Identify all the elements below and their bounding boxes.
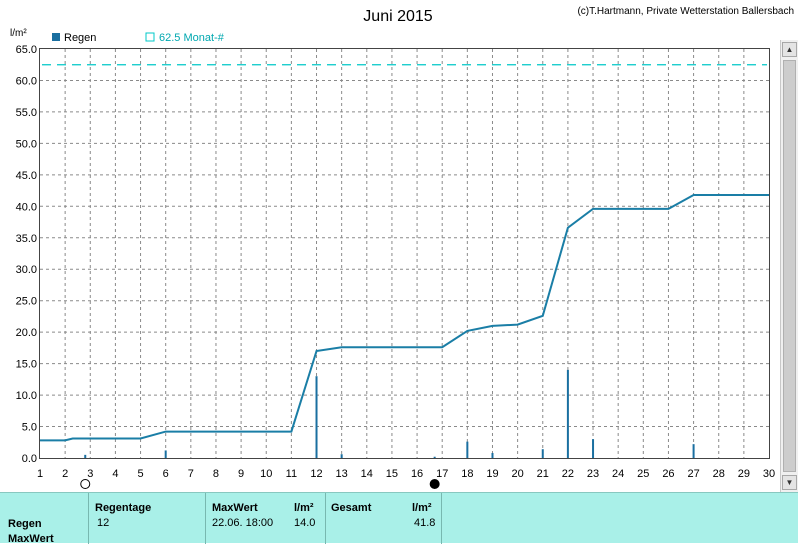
legend-swatch-reference — [145, 32, 155, 42]
scroll-up-icon[interactable]: ▲ — [782, 42, 797, 57]
y-tick-label: 5.0 — [22, 422, 37, 434]
x-tick-label: 8 — [213, 468, 219, 480]
y-tick-label: 45.0 — [16, 170, 37, 182]
rain-bar — [692, 444, 695, 458]
maxwert-value: 14.0 — [294, 517, 316, 529]
y-axis-ticks: 0.0 5.0 10.0 15.0 20.0 25.0 30.0 35.0 40.0 45.0 50… — [16, 44, 37, 465]
chart-title: Juni 2015 — [363, 8, 432, 25]
x-tick-label: 6 — [163, 468, 169, 480]
rain-bar — [84, 454, 87, 458]
rain-bars — [84, 369, 695, 458]
x-tick-label: 25 — [637, 468, 649, 480]
y-tick-label: 10.0 — [16, 390, 37, 402]
x-tick-label: 28 — [713, 468, 725, 480]
gesamt-unit: l/m² — [412, 502, 432, 514]
regentage-value: 12 — [97, 517, 110, 529]
x-tick-label: 17 — [436, 468, 448, 480]
x-tick-label: 20 — [511, 468, 523, 480]
rain-bar — [164, 450, 167, 458]
x-axis-ticks: 1 2 3 4 5 6 7 8 9 10 11 12 13 14 15 16 17 18 19 20 21 22 23 24 2… — [37, 468, 775, 480]
x-tick-label: 11 — [286, 468, 297, 480]
summary-row-maxwert: MaxWert — [8, 533, 54, 545]
rain-bar — [340, 454, 343, 458]
maxwert-date: 22.06. 18:00 — [212, 517, 274, 529]
x-tick-label: 12 — [310, 468, 322, 480]
full-moon-icon — [80, 479, 91, 489]
x-tick-label: 13 — [336, 468, 348, 480]
regentage-label: Regentage — [95, 502, 152, 514]
summary-row-regen: Regen — [8, 518, 42, 530]
x-tick-label: 26 — [662, 468, 674, 480]
y-tick-label: 25.0 — [16, 296, 37, 308]
rain-bar — [592, 439, 595, 458]
rain-bar — [433, 456, 436, 458]
moon-phases — [80, 479, 440, 489]
y-tick-label: 0.0 — [22, 453, 37, 465]
x-tick-label: 16 — [411, 468, 423, 480]
y-tick-label: 55.0 — [16, 107, 37, 119]
y-tick-label: 30.0 — [16, 264, 37, 276]
x-tick-label: 2 — [62, 468, 68, 480]
x-tick-label: 29 — [738, 468, 750, 480]
x-tick-label: 18 — [461, 468, 473, 480]
x-tick-label: 14 — [361, 468, 373, 480]
x-tick-label: 7 — [188, 468, 194, 480]
rain-bar — [566, 369, 569, 458]
legend: Regen 62.5 Monat-# — [52, 32, 225, 44]
new-moon-icon — [429, 479, 440, 489]
y-tick-label: 60.0 — [16, 75, 37, 87]
vertical-scrollbar[interactable]: ▲ ▼ — [780, 40, 798, 492]
y-tick-label: 65.0 — [16, 44, 37, 56]
x-tick-label: 15 — [386, 468, 398, 480]
scroll-down-icon[interactable]: ▼ — [782, 475, 797, 490]
rain-bar — [315, 376, 318, 458]
x-tick-label: 27 — [687, 468, 699, 480]
y-tick-label: 15.0 — [16, 359, 37, 371]
x-tick-label: 9 — [238, 468, 244, 480]
x-tick-label: 5 — [137, 468, 143, 480]
y-tick-label: 40.0 — [16, 201, 37, 213]
x-tick-label: 21 — [537, 468, 549, 480]
y-tick-label: 20.0 — [16, 327, 37, 339]
rain-chart: Juni 2015 (c)T.Hartmann, Private Wetters… — [10, 6, 794, 489]
maxwert-unit: l/m² — [294, 502, 314, 514]
gesamt-value: 41.8 — [414, 517, 436, 529]
x-tick-label: 23 — [587, 468, 599, 480]
summary-panel: Regen MaxWert Regentage 12 MaxWert l/m² … — [0, 492, 798, 545]
x-tick-label: 24 — [612, 468, 624, 480]
rain-bar — [466, 441, 469, 458]
grid — [40, 49, 769, 458]
y-tick-label: 50.0 — [16, 138, 37, 150]
y-tick-label: 35.0 — [16, 233, 37, 245]
legend-swatch-regen — [52, 33, 60, 41]
maxwert-label: MaxWert — [212, 502, 258, 514]
x-tick-label: 3 — [87, 468, 93, 480]
gesamt-label: Gesamt — [331, 502, 372, 514]
x-tick-label: 1 — [37, 468, 43, 480]
legend-label-regen: Regen — [64, 32, 96, 44]
legend-label-reference: 62.5 Monat-# — [159, 32, 225, 44]
rain-bar — [541, 449, 544, 458]
scroll-thumb[interactable] — [783, 60, 796, 472]
x-tick-label: 10 — [260, 468, 272, 480]
x-tick-label: 19 — [486, 468, 498, 480]
rain-bar — [491, 452, 494, 458]
plot-area — [39, 48, 770, 459]
x-tick-label: 22 — [562, 468, 574, 480]
chart-credit: (c)T.Hartmann, Private Wetterstation Bal… — [577, 6, 794, 17]
cumulative-rain-line — [40, 193, 769, 442]
x-tick-label: 30 — [763, 468, 775, 480]
y-axis-label: l/m² — [10, 28, 27, 39]
x-tick-label: 4 — [112, 468, 118, 480]
